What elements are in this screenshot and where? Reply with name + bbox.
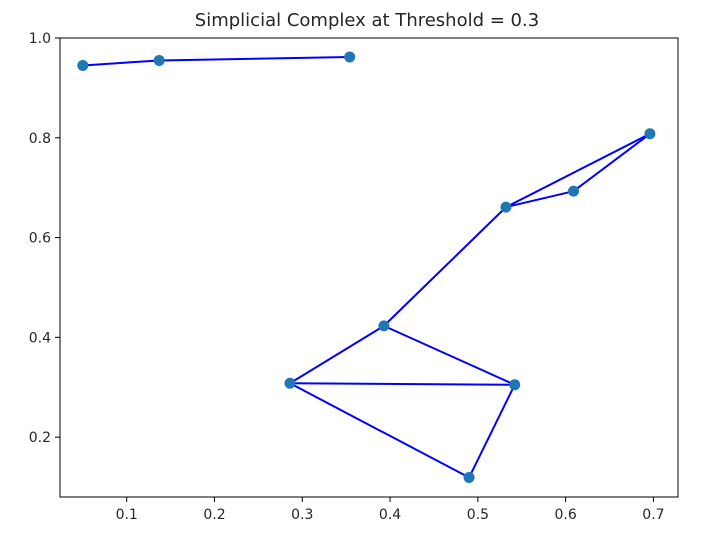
y-tick-label: 0.8: [29, 131, 51, 147]
plot-frame: [59, 37, 679, 498]
edges-layer: [81, 55, 651, 479]
edge-line: [382, 324, 516, 386]
data-point: [77, 59, 89, 71]
data-point: [284, 377, 296, 389]
x-tick-label: 0.1: [116, 507, 138, 523]
data-point: [644, 128, 656, 140]
data-point: [568, 185, 580, 197]
points-layer: [77, 51, 656, 484]
data-point: [344, 51, 356, 63]
edge-line: [504, 132, 651, 209]
edge-line: [288, 324, 385, 385]
y-tick-label: 0.2: [29, 430, 51, 446]
x-tick-label: 0.6: [555, 507, 577, 523]
edge-line: [572, 132, 651, 193]
edge-line: [382, 206, 507, 327]
y-tick-label: 1.0: [29, 31, 51, 47]
x-tick-label: 0.3: [291, 507, 313, 523]
x-tick-label: 0.7: [642, 507, 664, 523]
axes-layer: 0.1 0.2 0.3 0.4 0.5 0.6 0.7 0.2 0.4 0.6 0.8 1.0: [29, 31, 679, 523]
x-tick-label: 0.2: [203, 507, 225, 523]
x-tick-label: 0.4: [379, 507, 401, 523]
data-point: [500, 201, 512, 213]
y-tick-label: 0.6: [29, 231, 51, 247]
y-tick-label: 0.4: [29, 330, 51, 346]
x-tick-label: 0.5: [467, 507, 489, 523]
data-point: [463, 472, 475, 484]
data-point: [378, 320, 390, 332]
edge-line: [468, 383, 516, 479]
edge-line: [288, 382, 471, 479]
edge-line: [288, 382, 516, 386]
data-point: [153, 54, 165, 66]
edge-line: [158, 55, 351, 62]
edge-line: [81, 59, 161, 67]
data-point: [509, 379, 521, 391]
chart-title: Simplicial Complex at Threshold = 0.3: [195, 10, 539, 31]
edge-line: [504, 190, 575, 209]
